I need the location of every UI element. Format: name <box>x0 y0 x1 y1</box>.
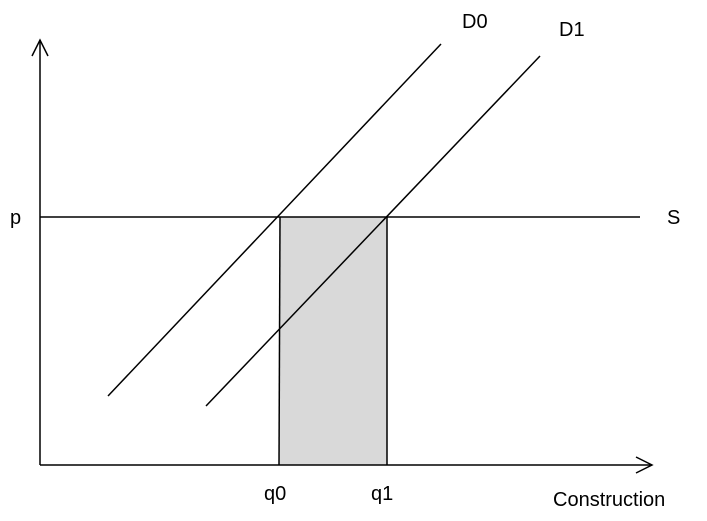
shaded-area <box>279 217 387 465</box>
x-axis-arrow <box>635 456 654 474</box>
demand-line-d0 <box>107 43 442 397</box>
demand-line-d1 <box>205 55 541 407</box>
price-label: p <box>10 207 21 229</box>
x-axis-label: Construction <box>553 489 665 511</box>
y-axis-arrow <box>31 38 49 57</box>
supply-label: S <box>667 207 680 229</box>
q1-label: q1 <box>371 483 393 505</box>
demand-d1-label: D1 <box>559 19 585 41</box>
q0-line <box>278 216 281 466</box>
demand-d0-label: D0 <box>462 11 488 33</box>
q0-label: q0 <box>264 483 286 505</box>
